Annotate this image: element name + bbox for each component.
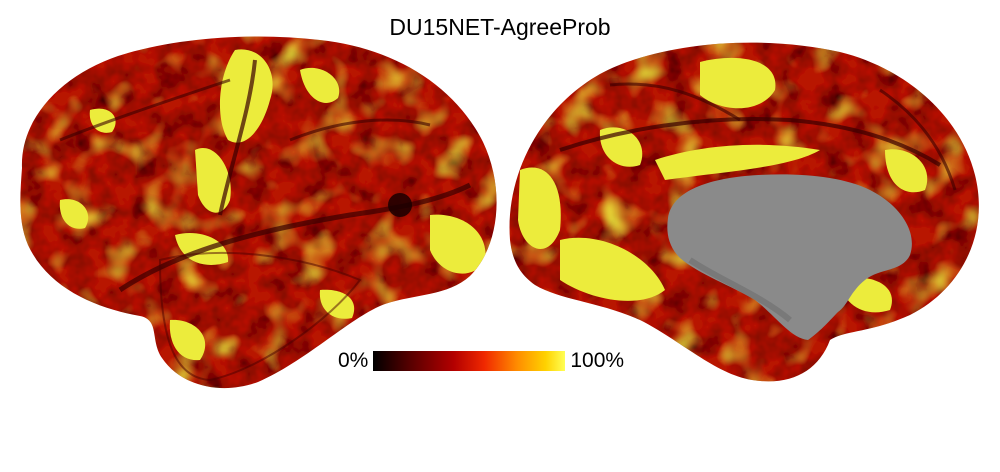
colorbar: 0% 100% [338, 348, 624, 374]
medial-hemisphere [509, 42, 979, 382]
colorbar-gradient [373, 351, 566, 371]
colorbar-max-label: 100% [570, 349, 625, 372]
colorbar-min-label: 0% [338, 349, 369, 372]
figure-title: DU15NET-AgreeProb [389, 14, 611, 40]
lateral-hemisphere [20, 36, 497, 389]
